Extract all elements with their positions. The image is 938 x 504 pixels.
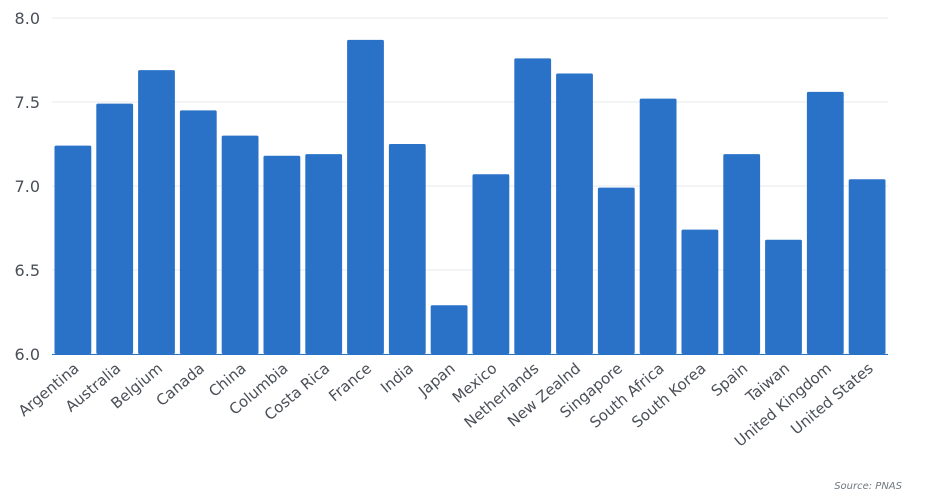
bar — [597, 187, 635, 354]
bar — [96, 103, 134, 355]
bar — [388, 144, 426, 354]
bar — [514, 58, 552, 354]
bar — [221, 135, 259, 354]
x-tick-label: India — [377, 359, 417, 396]
bar — [472, 174, 510, 354]
bar — [723, 154, 761, 354]
bar — [179, 110, 217, 355]
x-tick-label: Canada — [153, 359, 208, 409]
y-tick-label: 6.0 — [15, 345, 40, 364]
bar — [430, 305, 468, 354]
y-axis-ticks: 6.0 6.5 7.0 7.5 8.0 — [15, 9, 40, 364]
bar — [848, 179, 886, 354]
y-tick-label: 8.0 — [15, 9, 40, 28]
x-tick-label: France — [325, 359, 375, 405]
bar — [681, 229, 719, 354]
bar — [138, 70, 175, 354]
bar — [54, 145, 92, 354]
bar — [556, 73, 593, 354]
gridlines — [52, 17, 888, 355]
bar — [305, 154, 343, 354]
y-tick-label: 7.0 — [15, 177, 40, 196]
x-axis-labels: ArgentinaAustraliaBelgiumCanadaChinaColu… — [15, 359, 877, 450]
bar — [639, 98, 677, 354]
bars — [54, 39, 886, 355]
source-note: Source: PNAS — [834, 481, 902, 492]
bar — [347, 39, 384, 355]
y-tick-label: 7.5 — [15, 93, 40, 112]
bar — [765, 239, 802, 354]
bar — [263, 155, 301, 354]
bar — [806, 91, 844, 355]
y-tick-label: 6.5 — [15, 261, 40, 280]
